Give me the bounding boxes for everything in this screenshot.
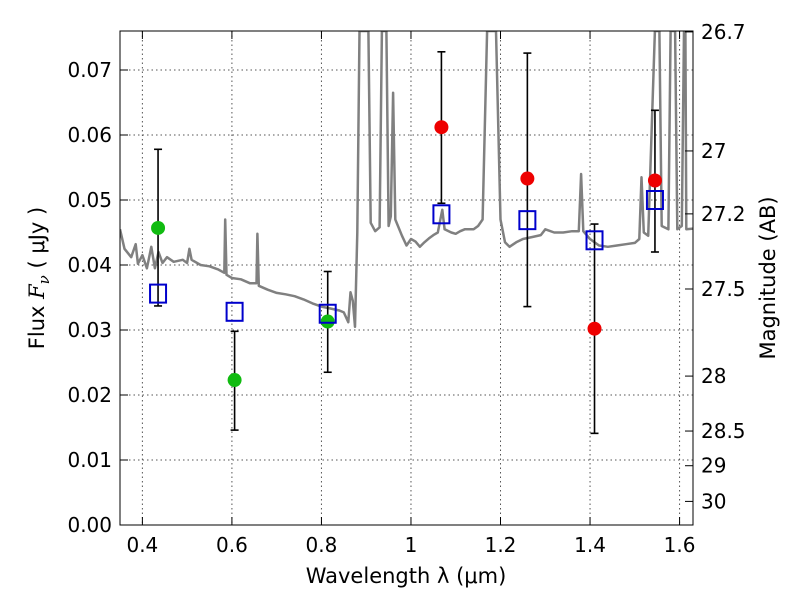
observed-nir-point: [587, 321, 602, 336]
x-tick-label: 0.4: [126, 533, 158, 557]
observed-nir-point: [647, 173, 662, 188]
x-tick-label: 0.8: [306, 533, 338, 557]
magnitude-tick-label: 27: [701, 139, 726, 163]
model-photometry-point: [585, 230, 604, 251]
y-tick-label: 0.00: [67, 513, 112, 537]
magnitude-tick-label: 28: [701, 364, 726, 388]
observed-nir-point: [434, 120, 449, 135]
model-photometry-point: [645, 190, 664, 210]
y-tick-label: 0.07: [67, 58, 112, 82]
model-photometry-point: [318, 303, 337, 324]
marker-layer: [149, 120, 664, 388]
x-tick-labels: 0.4 0.6 0.8 1 1.2 1.4 1.6: [126, 533, 695, 557]
model-photometry-point: [149, 283, 168, 304]
y-tick-labels: 0.00 0.01 0.02 0.03 0.04 0.05 0.06 0.07: [67, 58, 112, 537]
observed-optical-point: [227, 373, 242, 388]
y-tick-label: 0.03: [67, 318, 112, 342]
magnitude-tick-label: 28.5: [701, 419, 746, 443]
model-photometry-point: [518, 210, 537, 231]
magnitude-axis-title: Magnitude (AB): [756, 196, 780, 359]
model-photometry-point: [432, 204, 451, 225]
tick-marks: [120, 31, 693, 526]
x-axis-title: Wavelength λ (μm): [306, 564, 507, 588]
y-tick-label: 0.05: [67, 188, 112, 212]
magnitude-tick-label: 27.5: [701, 277, 746, 301]
magnitude-tick-label: 27.2: [701, 202, 746, 226]
model-photometry-point: [225, 301, 244, 322]
magnitude-tick-labels: 26.7 27 27.2 27.5 28 28.5 29 30: [701, 20, 746, 514]
magnitude-tick-label: 26.7: [701, 20, 746, 44]
observed-optical-point: [151, 220, 166, 235]
y-tick-label: 0.06: [67, 123, 112, 147]
y-axis-title: Flux Fν ( μJy ): [25, 207, 53, 349]
model-spectrum-line: [120, 31, 693, 329]
y-tick-label: 0.02: [67, 383, 112, 407]
x-tick-label: 0.6: [216, 533, 248, 557]
grid-lines: [120, 31, 693, 526]
x-tick-label: 1: [405, 533, 418, 557]
y-tick-label: 0.01: [67, 448, 112, 472]
x-tick-label: 1.2: [485, 533, 517, 557]
x-tick-label: 1.6: [664, 533, 696, 557]
x-tick-label: 1.4: [574, 533, 606, 557]
magnitude-tick-label: 29: [701, 454, 726, 478]
model-spectrum-layer: [120, 31, 693, 329]
y-tick-label: 0.04: [67, 253, 112, 277]
observed-nir-point: [520, 171, 535, 186]
magnitude-tick-label: 30: [701, 489, 726, 513]
plot-frame: [119, 30, 694, 526]
observed-optical-point: [320, 314, 335, 329]
